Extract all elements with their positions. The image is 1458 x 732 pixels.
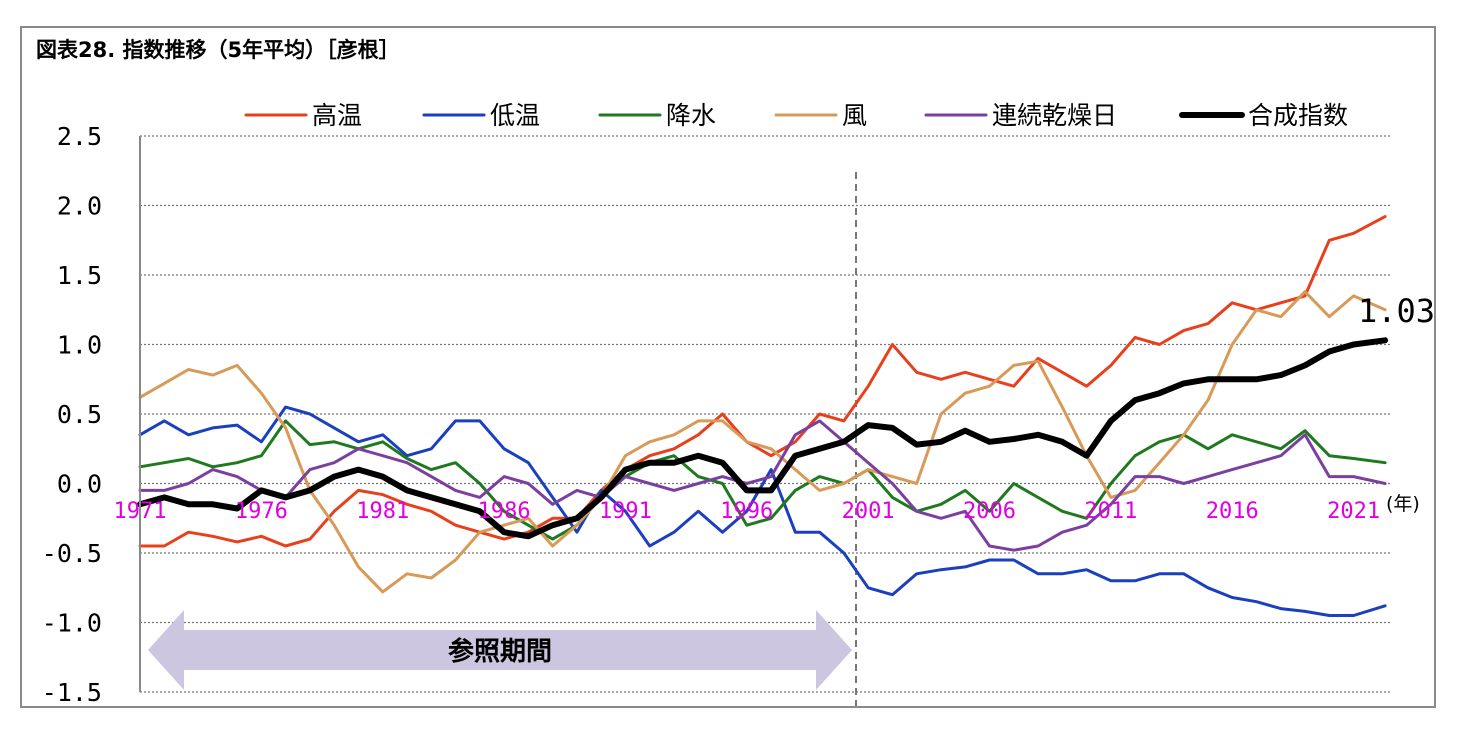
y-tick-label: -1.5 <box>42 678 102 707</box>
x-tick-label: 1991 <box>599 499 652 524</box>
legend-label-2: 低温 <box>490 101 540 130</box>
x-tick-label: 1976 <box>235 499 288 524</box>
y-tick-label: 0.0 <box>57 470 102 499</box>
grid-layer <box>140 135 1390 706</box>
chart-title: 図表28. 指数推移（5年平均）［彦根］ <box>36 38 400 62</box>
y-tick-label: -1.0 <box>42 609 102 638</box>
chart-frame <box>20 26 1436 708</box>
series-line-5 <box>138 419 1387 552</box>
series-line-6 <box>137 337 1389 540</box>
y-tick-label: 1.0 <box>57 331 102 360</box>
series-layer <box>137 215 1389 617</box>
legend-label-3: 降水 <box>666 101 716 130</box>
x-tick-label: 1971 <box>114 499 167 524</box>
x-tick-label: 2021 <box>1327 499 1380 524</box>
axis-layer: 2.5 2.0 1.5 1.0 0.5 0.0 -0.5 -1.0 -1.5 1971 1976 19… <box>42 122 1435 707</box>
reference-period-arrow: 参照期間 <box>148 610 853 690</box>
y-tick-label: 0.5 <box>57 400 102 429</box>
legend-label-1: 高温 <box>312 101 362 130</box>
y-tick-label: 2.0 <box>57 192 102 221</box>
series-line-3 <box>138 419 1387 541</box>
x-tick-label: 2016 <box>1206 499 1259 524</box>
x-tick-label: 2006 <box>963 499 1016 524</box>
legend: 高温 低温 降水 風 連続乾燥日 合成指数 <box>244 101 1348 130</box>
y-tick-label: 2.5 <box>57 122 102 151</box>
x-axis-unit-label: (年) <box>1386 493 1420 515</box>
legend-label-4: 風 <box>842 101 867 130</box>
y-tick-label: -0.5 <box>42 539 102 568</box>
end-value-label: 1.03 <box>1358 292 1435 330</box>
x-tick-label: 1986 <box>478 499 531 524</box>
legend-label-5: 連続乾燥日 <box>992 101 1117 130</box>
reference-period-label: 参照期間 <box>448 636 552 667</box>
x-tick-label: 2001 <box>842 499 895 524</box>
x-tick-label: 2011 <box>1084 499 1137 524</box>
legend-label-6: 合成指数 <box>1248 101 1348 130</box>
x-tick-label: 1996 <box>720 499 773 524</box>
x-tick-label: 1981 <box>356 499 409 524</box>
reference-period-arrow-shape <box>148 610 853 690</box>
y-tick-label: 1.5 <box>57 261 102 290</box>
series-line-4 <box>138 290 1387 594</box>
series-line-1 <box>138 215 1387 548</box>
